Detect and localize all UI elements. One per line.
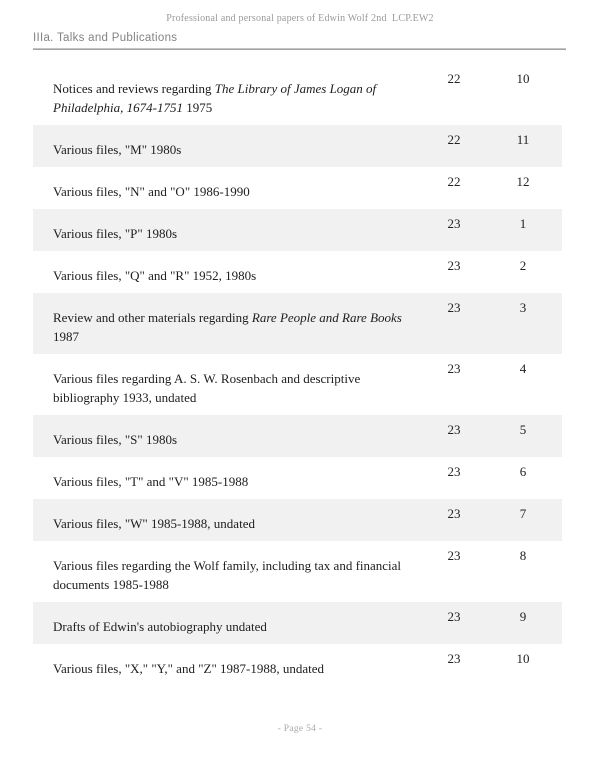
item-title: Various files, "M" 1980s xyxy=(33,131,424,159)
page-number-footer: - Page 54 - xyxy=(277,724,323,734)
box-number: 22 xyxy=(447,71,461,86)
box-number: 23 xyxy=(447,506,461,521)
box-number: 23 xyxy=(447,609,461,624)
item-title-segment: Various files, "S" 1980s xyxy=(53,432,178,447)
box-number: 23 xyxy=(447,361,461,376)
folder-number: 4 xyxy=(519,361,527,376)
item-title-segment: Notices and reviews regarding xyxy=(53,81,215,96)
item-title-segment: Various files, "Q" and "R" 1952, 1980s xyxy=(53,268,257,283)
table-row: Various files, "P" 1980s 23 1 xyxy=(33,209,562,251)
item-title-segment: 1987 xyxy=(53,310,406,344)
box-number: 23 xyxy=(447,422,461,437)
box-number: 23 xyxy=(447,464,461,479)
table-row: Review and other materials regarding Rar… xyxy=(33,293,562,354)
box-number: 23 xyxy=(447,548,461,563)
folder-number: 12 xyxy=(516,174,530,189)
item-title: Notices and reviews regarding The Librar… xyxy=(33,70,424,117)
folder-number: 6 xyxy=(519,464,527,479)
item-title: Various files, "W" 1985-1988, undated xyxy=(33,505,424,533)
box-number: 23 xyxy=(447,300,461,315)
item-title-italic-segment: Rare People and Rare Books xyxy=(251,310,402,325)
table-row: Various files regarding the Wolf family,… xyxy=(33,541,562,602)
item-title-segment: Various files regarding the Wolf family,… xyxy=(53,558,402,592)
item-title-segment: Various files, "P" 1980s xyxy=(53,226,178,241)
item-title-segment: Various files, "W" 1985-1988, undated xyxy=(53,516,255,531)
table-row: Various files regarding A. S. W. Rosenba… xyxy=(33,354,562,415)
table-row: Various files, "T" and "V" 1985-1988 23 6 xyxy=(33,457,562,499)
item-title-segment: Drafts of Edwin's autobiography undated xyxy=(53,619,267,634)
item-title-segment: Various files regarding A. S. W. Rosenba… xyxy=(53,371,361,405)
horizontal-rule xyxy=(33,48,566,50)
table-row: Drafts of Edwin's autobiography undated 2… xyxy=(33,602,562,644)
item-title: Various files, "S" 1980s xyxy=(33,421,424,449)
section-heading: IIIa. Talks and Publications xyxy=(33,32,178,44)
folder-number: 3 xyxy=(519,300,527,315)
box-number: 23 xyxy=(447,651,461,666)
item-title-segment: Various files, "M" 1980s xyxy=(53,142,182,157)
folder-number: 9 xyxy=(519,609,527,624)
table-row: Notices and reviews regarding The Librar… xyxy=(33,64,562,125)
table-row: Various files, "X," "Y," and "Z" 1987-19… xyxy=(33,644,562,686)
folder-number: 10 xyxy=(516,71,530,86)
table-row: Various files, "W" 1985-1988, undated 23 7 xyxy=(33,499,562,541)
item-title: Various files regarding A. S. W. Rosenba… xyxy=(33,360,424,407)
folder-number: 8 xyxy=(519,548,527,563)
folder-number: 5 xyxy=(519,422,527,437)
item-title: Various files, "P" 1980s xyxy=(33,215,424,243)
item-title: Various files, "N" and "O" 1986-1990 xyxy=(33,173,424,201)
item-title: Drafts of Edwin's autobiography undated xyxy=(33,608,424,636)
box-number: 23 xyxy=(447,216,461,231)
table-row: Various files, "S" 1980s 23 5 xyxy=(33,415,562,457)
item-title: Various files, "X," "Y," and "Z" 1987-19… xyxy=(33,650,424,678)
folder-number: 10 xyxy=(516,651,530,666)
item-title-segment: Various files, "T" and "V" 1985-1988 xyxy=(53,474,249,489)
item-title-segment: 1975 xyxy=(183,100,213,115)
table-row: Various files, "Q" and "R" 1952, 1980s 23… xyxy=(33,251,562,293)
folder-number: 1 xyxy=(519,216,527,231)
table-row: Various files, "N" and "O" 1986-1990 22 12 xyxy=(33,167,562,209)
inventory-table: Notices and reviews regarding The Librar… xyxy=(33,64,562,686)
item-title: Various files regarding the Wolf family,… xyxy=(33,547,424,594)
folder-number: 11 xyxy=(516,132,530,147)
item-title: Various files, "Q" and "R" 1952, 1980s xyxy=(33,257,424,285)
table-row: Various files, "M" 1980s 22 11 xyxy=(33,125,562,167)
item-title-segment: Various files, "N" and "O" 1986-1990 xyxy=(53,184,250,199)
item-title: Review and other materials regarding Rar… xyxy=(33,299,424,346)
item-title-segment: Various files, "X," "Y," and "Z" 1987-19… xyxy=(53,661,324,676)
box-number: 22 xyxy=(447,132,461,147)
item-title: Various files, "T" and "V" 1985-1988 xyxy=(33,463,424,491)
folder-number: 2 xyxy=(519,258,527,273)
document-title-header: Professional and personal papers of Edwi… xyxy=(166,13,434,24)
box-number: 22 xyxy=(447,174,461,189)
folder-number: 7 xyxy=(519,506,527,521)
item-title-segment: Review and other materials regarding xyxy=(53,310,252,325)
item-title-italic-segment: The Library of James Logan of Philadelph… xyxy=(53,81,377,115)
box-number: 23 xyxy=(447,258,461,273)
